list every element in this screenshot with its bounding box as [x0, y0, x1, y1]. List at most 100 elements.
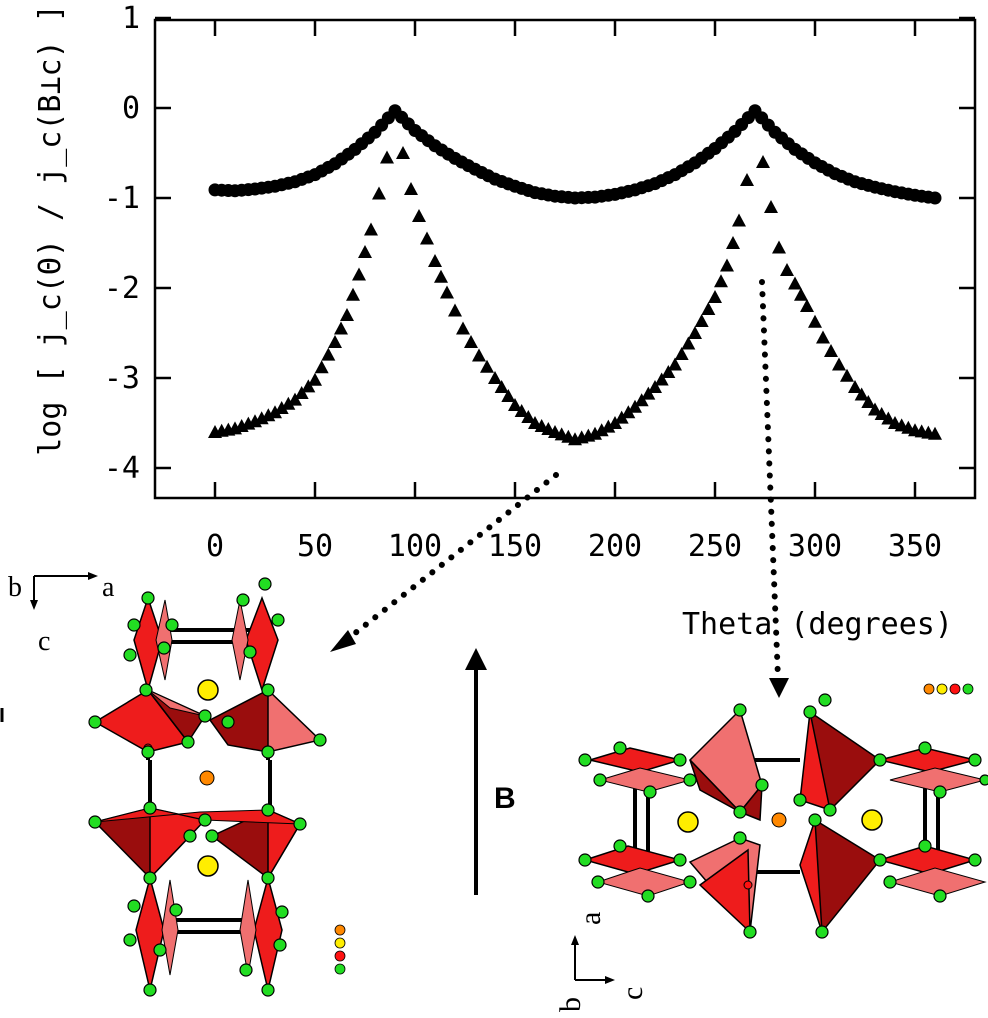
field-arrow: B [465, 648, 516, 895]
data-point-triangle [701, 302, 716, 315]
data-point-triangle [412, 209, 426, 222]
axis-b-right: b [554, 997, 587, 1012]
data-point-triangle [654, 372, 669, 386]
data-point-triangle [420, 231, 434, 245]
series-circles [208, 104, 942, 205]
y-tick-label: 1 [122, 1, 140, 36]
data-point-triangle [824, 344, 838, 357]
data-point-triangle [494, 380, 509, 393]
data-point-triangle [594, 423, 609, 437]
data-point-triangle [668, 357, 682, 371]
data-point-triangle [301, 379, 316, 393]
data-point-triangle [928, 426, 942, 440]
data-point-triangle [358, 245, 372, 258]
x-tick-label: 50 [297, 529, 333, 564]
data-point-triangle [514, 404, 529, 417]
axis-a-left: a [102, 572, 115, 603]
data-point-triangle [794, 287, 808, 301]
arrow-to-left-structure [337, 472, 559, 648]
data-point-triangle [472, 348, 486, 362]
x-tick-label: 0 [206, 529, 224, 564]
data-point-triangle [372, 186, 386, 200]
x-axis: 0 50 100 150 200 250 300 350 [206, 20, 942, 564]
data-point-triangle [488, 371, 502, 384]
data-point-triangle [788, 276, 802, 290]
data-point-triangle [501, 389, 516, 402]
data-point-triangle [848, 380, 862, 393]
atom-legend-left [334, 924, 346, 975]
data-point-triangle [346, 287, 360, 301]
data-point-triangle [740, 173, 754, 186]
data-point-triangle [621, 405, 636, 419]
data-point-triangle [854, 387, 869, 401]
plot-frame [153, 18, 977, 500]
data-point-triangle [816, 330, 830, 344]
data-point-triangle [440, 285, 454, 299]
y-tick-label: -3 [104, 361, 140, 396]
crystal-structure-left [88, 577, 327, 997]
axes-indicator-right: a c b [554, 912, 649, 1012]
data-point-triangle [874, 407, 889, 420]
data-point-triangle [456, 321, 470, 335]
data-point-triangle [772, 240, 786, 254]
data-point-triangle [428, 254, 442, 267]
data-point-triangle [641, 386, 656, 400]
data-point-triangle [661, 365, 676, 378]
axis-c-left: c [38, 626, 50, 657]
data-point-triangle [608, 416, 622, 429]
field-label: B [494, 782, 516, 815]
pointer-arrows [330, 279, 789, 698]
data-point-triangle [364, 222, 378, 236]
data-point-triangle [601, 419, 616, 433]
data-point-triangle [764, 200, 778, 213]
data-point-triangle [732, 213, 746, 227]
data-point-triangle [714, 274, 728, 288]
arrowhead-right [769, 678, 789, 698]
data-point-triangle [648, 380, 662, 393]
data-point-triangle [281, 396, 296, 410]
data-point-triangle [404, 182, 418, 195]
x-tick-label: 100 [388, 529, 442, 564]
data-point-triangle [674, 347, 689, 360]
axis-b-left: b [8, 572, 22, 603]
data-point-triangle [288, 392, 302, 406]
data-point-triangle [808, 314, 822, 328]
data-point-triangle [688, 326, 702, 339]
data-point-circle [928, 191, 942, 205]
data-point-triangle [694, 314, 709, 327]
y-tick-label: 0 [122, 91, 140, 126]
data-point-triangle [614, 410, 629, 424]
data-point-triangle [380, 150, 394, 164]
data-point-triangle [396, 146, 410, 159]
data-point-triangle [434, 269, 448, 283]
data-point-triangle [756, 155, 770, 168]
series-triangles [208, 105, 942, 446]
arrowhead-left [330, 630, 356, 652]
y-axis-label: log [ j_c(Θ) / j_c(B⊥c) ] [33, 4, 68, 456]
y-tick-label: -4 [104, 451, 140, 486]
axis-a-right: a [574, 912, 607, 925]
data-point-triangle [464, 335, 478, 348]
data-point-triangle [634, 393, 649, 407]
data-point-triangle [780, 263, 794, 276]
data-point-triangle [628, 399, 642, 413]
data-point-triangle [800, 299, 814, 312]
data-point-triangle [268, 405, 282, 419]
x-tick-label: 350 [888, 529, 942, 564]
data-point-triangle [308, 372, 322, 386]
data-point-triangle [881, 411, 896, 425]
data-point-triangle [480, 359, 494, 373]
data-point-triangle [681, 336, 696, 350]
data-point-triangle [521, 410, 536, 423]
x-tick-label: 250 [688, 529, 742, 564]
data-point-triangle [321, 347, 336, 361]
data-point-triangle [328, 335, 342, 348]
y-axis: 1 0 -1 -2 -3 -4 [104, 1, 975, 486]
atom-legend-right [923, 683, 974, 695]
x-axis-label: Theta (degrees) [682, 607, 953, 642]
y-tick-label: -2 [104, 271, 140, 306]
chart: 0 50 100 150 200 250 300 350 1 0 -1 -2 -3 -4 log [ j… [33, 1, 977, 642]
data-point-triangle [274, 401, 289, 414]
data-point-triangle [748, 105, 762, 119]
axis-c-right: c [616, 987, 649, 1000]
